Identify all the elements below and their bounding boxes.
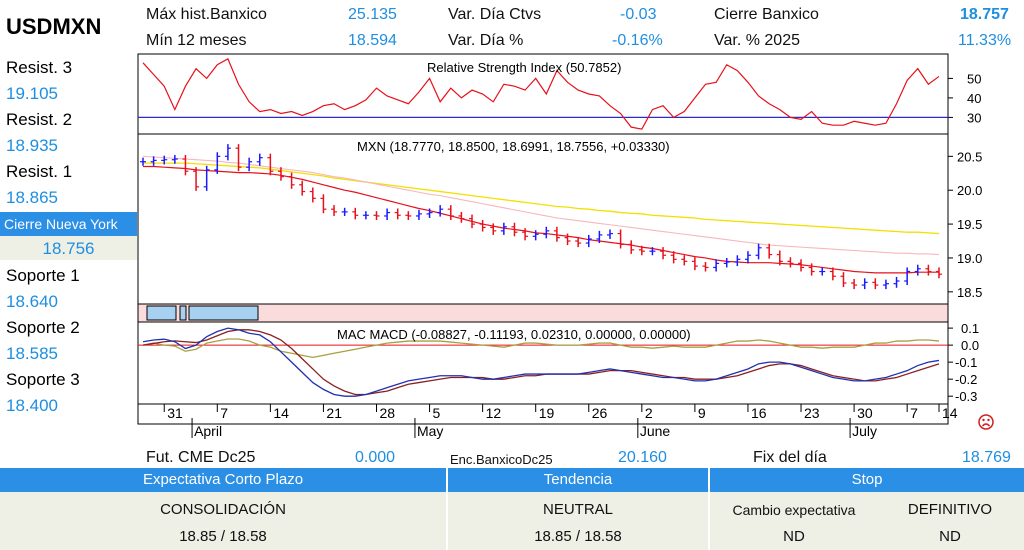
resist-2-value: 18.935 [6, 136, 58, 155]
min-12m-label: Mín 12 meses [146, 32, 247, 49]
fix-del-dia-value: 18.769 [962, 449, 1011, 466]
soporte-1-value: 18.640 [6, 292, 58, 311]
ma-mid-line [142, 155, 940, 256]
x-tick-label: 5 [433, 405, 441, 421]
summary-header-bar: Expectativa Corto Plazo Tendencia Stop [0, 468, 1024, 492]
x-tick-label: 12 [486, 405, 502, 421]
macd-tick-label: -0.2 [955, 372, 977, 387]
macd-tick-label: -0.3 [955, 389, 977, 404]
soporte-1-label: Soporte 1 [6, 266, 80, 285]
macd-tick-label: 0.0 [961, 338, 979, 353]
month-label: July [852, 423, 877, 439]
enc-banxico-value: 20.160 [618, 449, 667, 466]
macd-title: MAC MACD (-0.08827, -0.11193, 0.02310, 0… [337, 327, 691, 342]
soporte-3-value: 18.400 [6, 396, 58, 415]
soporte-2-value: 18.585 [6, 344, 58, 363]
macd-tick-label: -0.1 [955, 355, 977, 370]
x-tick-label: 19 [539, 405, 555, 421]
rsi-tick-label: 50 [967, 71, 981, 86]
summary-body: CONSOLIDACIÓN 18.85 / 18.58 NEUTRAL 18.8… [0, 492, 1024, 550]
stop-value-1: ND [783, 528, 805, 545]
rsi-tick-label: 40 [967, 91, 981, 106]
x-tick-label: 14 [942, 405, 958, 421]
rsi-line [142, 58, 940, 130]
macd-line [142, 327, 940, 397]
table-divider [708, 468, 710, 550]
var-pct-value: -0.16% [612, 32, 663, 49]
var-pct-label: Var. Día % [448, 32, 524, 49]
cambio-expectativa-value: DEFINITIVO [907, 501, 993, 518]
price-tick-label: 19.0 [957, 251, 982, 266]
expectativa-value: CONSOLIDACIÓN [160, 501, 286, 518]
fut-cme-label: Fut. CME Dc25 [146, 449, 256, 466]
x-tick-label: 30 [857, 405, 873, 421]
cierre-banxico-label: Cierre Banxico [714, 6, 819, 23]
table-divider [446, 468, 448, 550]
month-label: June [640, 423, 671, 439]
enc-banxico-label: Enc.BanxicoDc25 [450, 452, 553, 467]
x-tick-label: 7 [220, 405, 228, 421]
sad-face-icon [978, 414, 994, 430]
fut-cme-value: 0.000 [355, 449, 396, 466]
x-tick-label: 14 [273, 405, 289, 421]
min-12m-value: 18.594 [348, 32, 397, 49]
month-label: May [417, 423, 443, 439]
cierre-banxico-value: 18.757 [960, 6, 1009, 23]
x-tick-label: 9 [698, 405, 706, 421]
macd-tick-label: 0.1 [961, 321, 979, 336]
rsi-title: Relative Strength Index (50.7852) [427, 60, 621, 75]
header-stop: Stop [851, 471, 883, 488]
x-tick-label: 23 [804, 405, 820, 421]
ma-fast-line [143, 165, 939, 274]
price-tick-label: 19.5 [957, 217, 982, 232]
x-tick-label: 31 [167, 405, 183, 421]
price-chart: 30 40 50 18.5 19.0 19.5 20.0 20.5 0.1 0.0 -0.1 -0… [137, 53, 994, 439]
resist-3-label: Resist. 3 [6, 58, 73, 77]
price-title: MXN (18.7770, 18.8500, 18.6991, 18.7556,… [357, 139, 670, 154]
price-tick-label: 18.5 [957, 285, 982, 300]
x-tick-label: 16 [751, 405, 767, 421]
macd-signal-line [142, 329, 940, 396]
soporte-3-label: Soporte 3 [6, 370, 80, 389]
resist-1-value: 18.865 [6, 188, 58, 207]
ma-slow-line [143, 162, 940, 235]
rsi-tick-label: 30 [967, 110, 981, 125]
tendencia-range: 18.85 / 18.58 [534, 528, 622, 545]
tendencia-value: NEUTRAL [542, 501, 613, 518]
month-label: April [194, 423, 222, 439]
resist-1-label: Resist. 1 [6, 162, 73, 181]
ny-close-label: Cierre Nueva York [0, 212, 137, 236]
fix-del-dia-label: Fix del día [753, 449, 827, 466]
var-ctvs-value: -0.03 [620, 6, 657, 23]
ny-close-value: 18.756 [42, 239, 95, 258]
macd-hist-line [142, 338, 940, 359]
max-hist-value: 25.135 [348, 6, 397, 23]
x-tick-label: 26 [592, 405, 608, 421]
var-2025-value: 11.33% [958, 32, 1012, 49]
price-tick-label: 20.5 [957, 149, 982, 164]
x-tick-label: 7 [910, 405, 918, 421]
symbol-title: USDMXN [6, 14, 102, 39]
stop-value-2: ND [939, 528, 961, 545]
resist-3-value: 19.105 [6, 84, 58, 103]
header-expectativa: Expectativa Corto Plazo [142, 471, 304, 488]
price-tick-label: 20.0 [957, 183, 982, 198]
x-tick-label: 21 [326, 405, 342, 421]
header-tendencia: Tendencia [543, 471, 613, 488]
cambio-expectativa-label: Cambio expectativa [732, 502, 856, 518]
resist-2-label: Resist. 2 [6, 110, 73, 129]
soporte-2-label: Soporte 2 [6, 318, 80, 337]
x-tick-label: 2 [645, 405, 653, 421]
var-2025-label: Var. % 2025 [714, 32, 800, 49]
var-ctvs-label: Var. Día Ctvs [448, 6, 542, 23]
x-tick-label: 28 [379, 405, 395, 421]
max-hist-label: Máx hist.Banxico [146, 6, 267, 23]
expectativa-range: 18.85 / 18.58 [179, 528, 267, 545]
